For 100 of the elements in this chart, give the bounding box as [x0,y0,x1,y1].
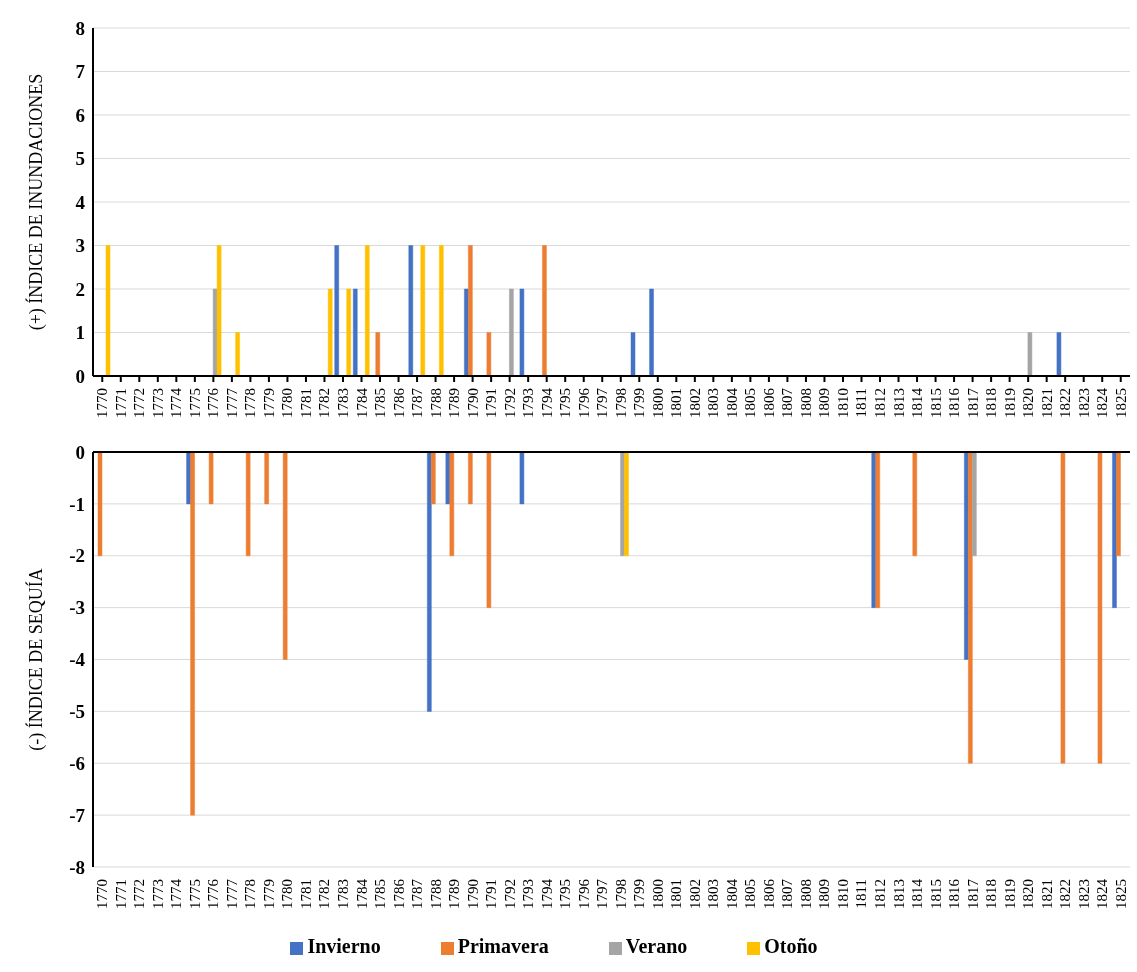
x-tick-label: 1781 [297,388,314,418]
x-tick-label: 1803 [705,388,722,418]
x-tick-label: 1791 [483,388,500,418]
x-tick-label: 1793 [520,879,537,909]
x-tick-label: 1825 [1112,879,1129,909]
x-tick-label: 1814 [909,878,926,909]
x-tick-label: 1821 [1038,388,1055,418]
x-tick-label: 1775 [186,388,203,418]
x-tick-label: 1820 [1020,388,1037,418]
y-tick-label: 5 [75,148,85,170]
x-tick-label: 1786 [390,387,407,418]
x-tick-label: 1824 [1094,878,1111,909]
x-tick-label: 1802 [686,388,703,418]
x-tick-label: 1818 [983,388,1000,418]
x-tick-label: 1796 [575,878,592,909]
x-tick-label: 1776 [205,387,222,418]
bar [630,332,636,376]
y-axis-title: (+) ÍNDICE DE INUNDACIONES [25,73,48,331]
x-tick-label: 1803 [705,879,722,909]
x-tick-label: 1825 [1112,388,1129,418]
bar [509,288,514,376]
x-tick-label: 1774 [168,387,185,418]
x-tick-label: 1771 [112,388,129,418]
bar [346,288,351,376]
x-tick-label: 1819 [1001,388,1018,418]
x-tick-label: 1801 [668,388,685,418]
x-tick-label: 1806 [760,878,777,909]
x-tick-label: 1792 [501,388,518,418]
bar [519,288,525,376]
x-tick-label: 1813 [890,879,907,909]
x-tick-label: 1799 [631,388,648,418]
y-tick-label: 3 [75,235,85,257]
y-tick-label: -2 [69,545,85,567]
x-tick-label: 1787 [409,387,426,418]
x-tick-label: 1789 [446,388,463,418]
x-tick-label: 1778 [242,388,259,418]
x-tick-label: 1797 [594,878,611,909]
x-tick-label: 1794 [538,387,555,418]
y-tick-label: 0 [75,365,85,387]
x-tick-label: 1781 [297,879,314,909]
x-tick-label: 1774 [168,878,185,909]
x-tick-label: 1804 [723,387,740,418]
bar [542,245,547,376]
y-tick-label: 1 [75,322,85,344]
x-tick-label: 1805 [742,388,759,418]
x-tick-label: 1802 [686,879,703,909]
x-tick-label: 1809 [816,879,833,909]
x-tick-label: 1796 [575,387,592,418]
x-tick-label: 1811 [853,879,870,909]
x-tick-label: 1776 [205,878,222,909]
x-tick-label: 1819 [1001,879,1018,909]
x-tick-label: 1822 [1057,388,1074,418]
x-tick-label: 1817 [964,878,981,909]
y-tick-label: -6 [69,752,85,774]
x-tick-label: 1793 [520,388,537,418]
x-tick-label: 1790 [464,388,481,418]
legend-label: Invierno [307,935,381,957]
x-tick-label: 1795 [557,388,574,418]
x-tick-label: 1810 [834,388,851,418]
x-tick-label: 1806 [760,387,777,418]
x-tick-label: 1783 [334,879,351,909]
y-tick-label: 2 [75,278,85,300]
bar [468,245,473,376]
bar [327,288,333,376]
x-tick-label: 1779 [260,879,277,909]
x-tick-label: 1798 [612,879,629,909]
x-tick-label: 1821 [1038,879,1055,909]
y-tick-label: 0 [75,441,85,463]
x-tick-label: 1805 [742,879,759,909]
y-tick-label: -1 [69,493,85,515]
x-tick-label: 1772 [131,388,148,418]
x-tick-label: 1786 [390,878,407,909]
x-tick-label: 1772 [131,879,148,909]
x-tick-label: 1782 [316,388,333,418]
bar [216,245,222,376]
x-tick-label: 1770 [94,388,111,418]
x-tick-label: 1784 [353,387,370,418]
y-tick-label: -7 [69,804,86,826]
x-tick-label: 1785 [372,388,389,418]
bar [235,332,240,376]
y-tick-label: 4 [75,191,86,213]
x-tick-label: 1777 [223,387,240,418]
y-tick-label: -4 [69,649,86,671]
bar [408,245,414,376]
x-tick-label: 1807 [779,387,796,418]
x-tick-label: 1783 [334,388,351,418]
x-tick-label: 1818 [983,879,1000,909]
x-tick-label: 1807 [779,878,796,909]
x-tick-label: 1813 [890,388,907,418]
x-tick-label: 1816 [946,878,963,909]
bar [365,245,370,376]
y-tick-label: -3 [69,597,85,619]
x-tick-label: 1800 [649,879,666,909]
x-tick-label: 1787 [409,878,426,909]
x-tick-label: 1808 [797,879,814,909]
legend-label: Verano [625,935,688,957]
x-tick-label: 1778 [242,879,259,909]
x-tick-label: 1794 [538,878,555,909]
bar [420,245,426,376]
x-tick-label: 1770 [94,879,111,909]
